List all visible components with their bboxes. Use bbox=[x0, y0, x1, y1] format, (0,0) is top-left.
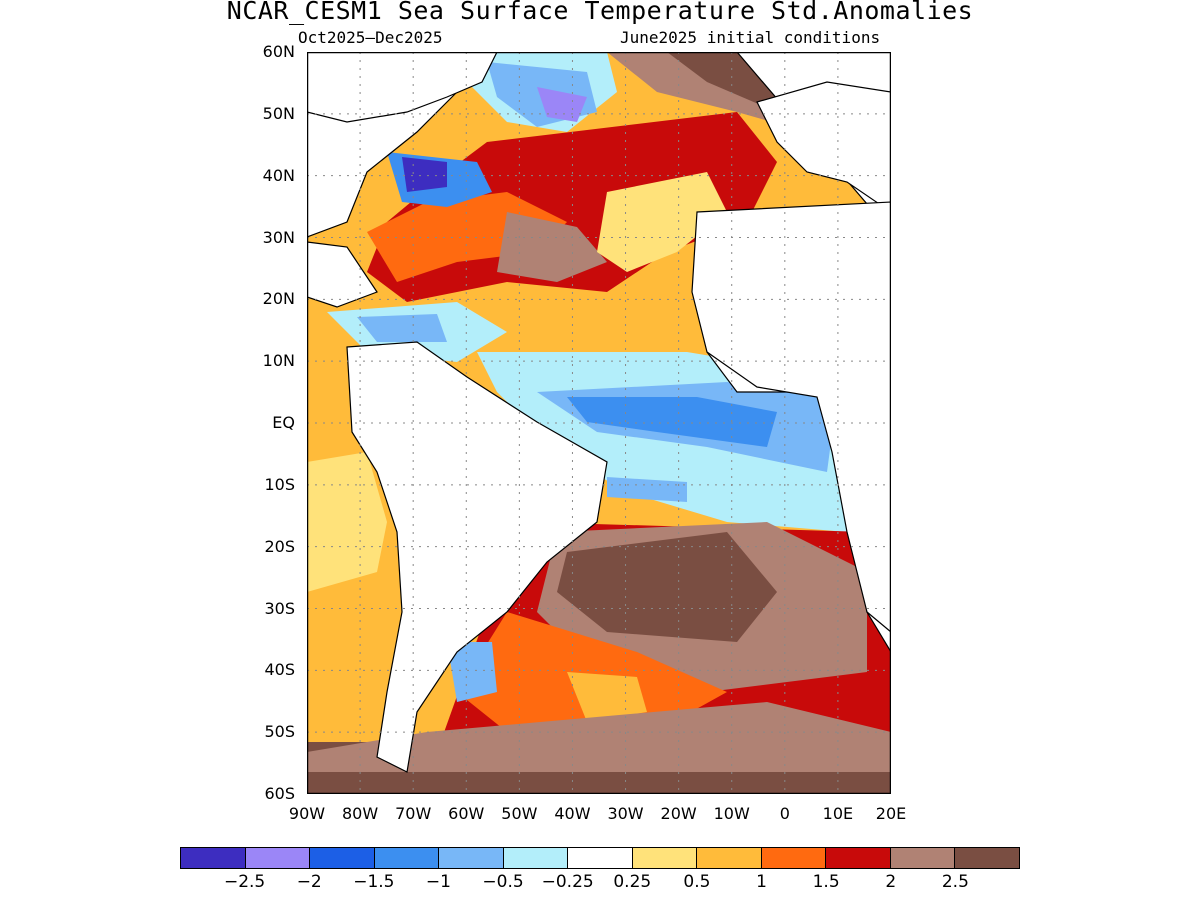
anomaly-patagonia-blue bbox=[447, 642, 497, 702]
colorbar-tick-label: −2.5 bbox=[223, 872, 266, 892]
colorbar-tick-label: 2.5 bbox=[941, 872, 969, 892]
colorbar-swatch bbox=[181, 848, 246, 868]
colorbar-swatch bbox=[245, 848, 311, 868]
land-south-america bbox=[346, 341, 608, 773]
anomaly-south-light bbox=[567, 672, 647, 722]
colorbar-tick-label: 0.25 bbox=[613, 872, 652, 892]
lat-tick-label: 10N bbox=[262, 351, 295, 371]
anomaly-south-dark bbox=[557, 532, 777, 642]
colorbar-tick-label: −2 bbox=[296, 872, 322, 892]
lat-tick-label: EQ bbox=[272, 413, 295, 432]
lon-tick-label: 10W bbox=[713, 804, 750, 823]
colorbar-swatch bbox=[310, 848, 375, 868]
lat-tick-label: 10S bbox=[264, 474, 295, 494]
lon-tick-label: 50W bbox=[501, 804, 538, 823]
anomaly-subtropic-brown bbox=[497, 212, 607, 282]
anomaly-equatorial-deep bbox=[567, 397, 777, 447]
sst-anomaly-map bbox=[307, 52, 891, 794]
lon-tick-label: 0 bbox=[779, 804, 790, 823]
anomaly-gulf-purple bbox=[402, 157, 447, 192]
lat-tick-label: 60N bbox=[262, 42, 295, 61]
lon-tick-label: 30W bbox=[607, 804, 644, 823]
lon-tick-label: 70W bbox=[395, 804, 432, 823]
colorbar-tick-label: 1 bbox=[756, 872, 767, 892]
forecast-period: Oct2025–Dec2025 bbox=[298, 28, 443, 47]
colorbar-swatch bbox=[890, 848, 956, 868]
land-africa bbox=[691, 201, 891, 633]
land-greenland-canada bbox=[307, 52, 498, 123]
anomaly-southern-ocean-brown bbox=[307, 702, 891, 772]
lon-tick-label: 60W bbox=[448, 804, 485, 823]
lon-tick-label: 40W bbox=[554, 804, 591, 823]
lon-tick-label: 20E bbox=[875, 804, 907, 823]
chart-title: NCAR_CESM1 Sea Surface Temperature Std.A… bbox=[226, 0, 974, 25]
lon-tick-label: 20W bbox=[660, 804, 697, 823]
lat-tick-label: 60S bbox=[264, 784, 295, 803]
colorbar-swatch bbox=[374, 848, 440, 868]
anomaly-labrador-purple bbox=[537, 87, 587, 122]
colorbar-swatch bbox=[568, 848, 633, 868]
lon-tick-label: 10E bbox=[822, 804, 854, 823]
lon-tick-label: 80W bbox=[341, 804, 379, 823]
map-frame bbox=[307, 52, 891, 794]
lat-tick-label: 20S bbox=[264, 536, 295, 556]
lat-tick-label: 20N bbox=[262, 289, 295, 309]
lat-tick-label: 40N bbox=[262, 165, 295, 185]
colorbar-tick-label: −1.5 bbox=[353, 872, 395, 892]
anomaly-caribbean-blue bbox=[357, 314, 447, 342]
anomaly-southeq-blue bbox=[607, 477, 687, 502]
colorbar-swatch bbox=[697, 848, 762, 868]
lat-tick-label: 30N bbox=[262, 227, 295, 247]
colorbar-tick-label: 1.5 bbox=[812, 872, 840, 892]
lat-tick-label: 30S bbox=[264, 598, 295, 618]
colorbar-swatch bbox=[439, 848, 504, 868]
colorbar-swatch bbox=[955, 848, 1019, 868]
map-gridlines bbox=[307, 52, 891, 794]
colorbar-swatch bbox=[826, 848, 891, 868]
lat-tick-label: 50S bbox=[264, 722, 295, 742]
colorbar-swatch bbox=[761, 848, 827, 868]
colorbar-swatch bbox=[632, 848, 698, 868]
colorbar-swatch bbox=[503, 848, 569, 868]
initial-conditions: June2025 initial conditions bbox=[620, 28, 881, 47]
colorbar-tick-label: −0.5 bbox=[482, 872, 524, 892]
colorbar-tick-label: 0.5 bbox=[683, 872, 711, 892]
anomaly-north-pale bbox=[597, 172, 727, 272]
colorbar-tick-label: 2 bbox=[885, 872, 897, 892]
colorbar bbox=[180, 847, 1020, 869]
colorbar-tick-label: −0.25 bbox=[541, 872, 594, 892]
lat-tick-label: 50N bbox=[262, 103, 295, 123]
lat-tick-label: 40S bbox=[264, 660, 295, 680]
colorbar-tick-label: −1 bbox=[425, 872, 451, 892]
land-europe bbox=[756, 81, 891, 213]
lon-tick-label: 90W bbox=[288, 804, 326, 823]
anomaly-pacific-pale bbox=[307, 452, 387, 592]
